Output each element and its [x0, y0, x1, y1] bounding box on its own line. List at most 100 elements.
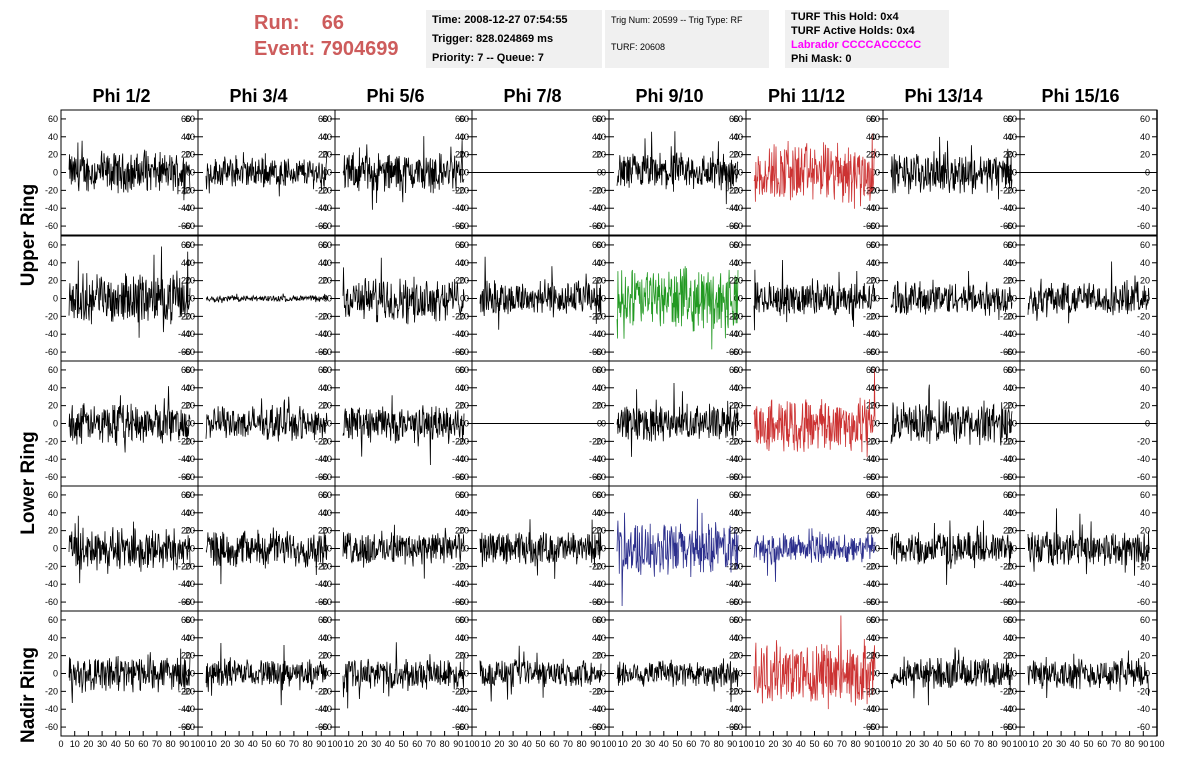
panel-r3-c4-ylabel-left: -40 — [593, 579, 606, 589]
panel-r1-c4-ylabel-left: 20 — [596, 276, 606, 286]
xtick-label-c0: 10 — [70, 739, 80, 749]
panel-r4-c7-ylabel-left: -60 — [1004, 722, 1017, 732]
panel-r0-c2-ylabel-left: 20 — [322, 150, 332, 160]
panel-r3-c5-ylabel-left: 0 — [738, 544, 743, 554]
panel-r0-c6-ylabel-right: -40 — [1000, 203, 1013, 213]
xtick-label-c6: 40 — [933, 739, 943, 749]
phi-header-2: Phi 3/4 — [229, 86, 288, 106]
panel-r4-c0-ylabel-left: -20 — [45, 686, 58, 696]
panel-r4-c3-ylabel-left: 60 — [459, 615, 469, 625]
panel-r2-c2-ylabel-left: -40 — [319, 454, 332, 464]
panel-r1-c2-ylabel-left: -20 — [319, 311, 332, 321]
panel-r4-c2-ylabel-left: 40 — [322, 633, 332, 643]
panel-r2-c6-ylabel-right: 40 — [1003, 383, 1013, 393]
panel-r1-c5-ylabel-left: 0 — [738, 294, 743, 304]
panel-r0-c4-ylabel-right: 60 — [729, 114, 739, 124]
panel-r2-c5-ylabel-left: -40 — [730, 454, 743, 464]
panel-r0-c6-ylabel-left: 40 — [870, 132, 880, 142]
panel-r1-c3-trace — [479, 256, 602, 330]
xtick-label-c3: 100 — [601, 739, 616, 749]
panel-r1-c6-ylabel-left: 60 — [870, 240, 880, 250]
panel-r1-c4-ylabel-left: -40 — [593, 329, 606, 339]
xtick-label-c7: 90 — [1138, 739, 1148, 749]
panel-r3-c1-ylabel-left: -40 — [182, 579, 195, 589]
panel-r4-c4-ylabel-right: 60 — [729, 615, 739, 625]
panel-r0-c1-ylabel-left: -60 — [182, 221, 195, 231]
xtick-label-c4: 10 — [618, 739, 628, 749]
panel-r2-c2-ylabel-left: 40 — [322, 383, 332, 393]
panel-r1-c7-ylabel-right: 20 — [1140, 276, 1150, 286]
panel-r4-c2-ylabel-right: 40 — [455, 633, 465, 643]
panel-r0-c1-ylabel-left: 20 — [185, 150, 195, 160]
panel-r3-c4-ylabel-right: -20 — [726, 561, 739, 571]
panel-r4-c4-ylabel-left: 20 — [596, 651, 606, 661]
panel-r1-c4-ylabel-right: 20 — [729, 276, 739, 286]
panel-r3-c3-ylabel-right: 60 — [592, 490, 602, 500]
panel-r1-c5-ylabel-right: 40 — [866, 258, 876, 268]
panel-r2-c2-ylabel-right: 20 — [455, 401, 465, 411]
panel-r4-c3-ylabel-left: -20 — [456, 686, 469, 696]
panel-r4-c0-ylabel-left: 60 — [48, 615, 58, 625]
xtick-label-c1: 60 — [275, 739, 285, 749]
trigger-text: Trigger: 828.024869 ms — [432, 33, 554, 45]
panel-r0-c3-ylabel-left: 0 — [464, 168, 469, 178]
panel-r1-c3-ylabel-left: 60 — [459, 240, 469, 250]
panel-r1-c7-ylabel-left: -60 — [1004, 347, 1017, 357]
panel-r4-c1-ylabel-right: -20 — [315, 686, 328, 696]
panel-r2-c1-ylabel-left: -60 — [182, 472, 195, 482]
panel-r0-c2-ylabel-right: -20 — [452, 185, 465, 195]
xtick-label-c1: 90 — [316, 739, 326, 749]
panel-r2-c1-ylabel-left: -40 — [182, 454, 195, 464]
event-line: Event: 7904699 — [254, 36, 399, 62]
panel-r0-c1-ylabel-left: -40 — [182, 203, 195, 213]
panel-r2-c5-ylabel-right: -60 — [863, 472, 876, 482]
panel-r4-c6-ylabel-right: -60 — [1000, 722, 1013, 732]
panel-r2-c6-ylabel-left: 20 — [870, 401, 880, 411]
panel-r1-c3-ylabel-left: 20 — [459, 276, 469, 286]
panel-r0-c4-ylabel-left: -40 — [593, 203, 606, 213]
panel-r1-c1-ylabel-right: -40 — [315, 329, 328, 339]
panel-r4-c1-ylabel-left: 20 — [185, 651, 195, 661]
panel-r0-c4-ylabel-right: 20 — [729, 150, 739, 160]
panel-r2-c1-trace — [205, 396, 328, 442]
panel-r0-c3-ylabel-left: 20 — [459, 150, 469, 160]
panel-r4-c4-ylabel-right: -20 — [726, 686, 739, 696]
xtick-label-c1: 100 — [327, 739, 342, 749]
panel-r3-c1-ylabel-right: -20 — [315, 561, 328, 571]
xtick-label-c1: 50 — [261, 739, 271, 749]
time-text: Time: 2008-12-27 07:54:55 — [432, 14, 568, 26]
panel-r0-c6-ylabel-right: 40 — [1003, 132, 1013, 142]
panel-r1-c0-ylabel-right: 0 — [186, 294, 191, 304]
event-value: 7904699 — [320, 38, 399, 60]
panel-r3-c7-ylabel-right: 40 — [1140, 508, 1150, 518]
panel-r1-c0-ylabel-right: 20 — [181, 276, 191, 286]
xtick-label-c2: 10 — [344, 739, 354, 749]
panel-r1-c6-ylabel-right: -40 — [1000, 329, 1013, 339]
xtick-label-c1: 70 — [289, 739, 299, 749]
panel-r1-c7-ylabel-right: 40 — [1140, 258, 1150, 268]
panel-r3-c4-ylabel-right: 20 — [729, 526, 739, 536]
xtick-label-c3: 20 — [494, 739, 504, 749]
panel-r4-c6-ylabel-right: 20 — [1003, 651, 1013, 661]
panel-r0-c0-ylabel-right: -40 — [178, 203, 191, 213]
panel-r0-c4-ylabel-right: -60 — [726, 221, 739, 231]
panel-r2-c7-ylabel-left: -40 — [1004, 454, 1017, 464]
xtick-label-c6: 80 — [988, 739, 998, 749]
panel-r2-c1-ylabel-right: -20 — [315, 436, 328, 446]
panel-r2-c5-ylabel-left: 0 — [738, 419, 743, 429]
panel-r3-c2-ylabel-left: 0 — [327, 544, 332, 554]
xtick-label-c2: 100 — [464, 739, 479, 749]
panel-r0-c4-ylabel-right: 0 — [734, 168, 739, 178]
panel-r1-c7-trace — [1027, 261, 1150, 324]
panel-r4-c7-ylabel-right: 0 — [1145, 669, 1150, 679]
panel-r1-c2-ylabel-right: -40 — [452, 329, 465, 339]
panel-r0-c6-ylabel-left: -60 — [867, 221, 880, 231]
panel-r0-c6-ylabel-right: -20 — [1000, 185, 1013, 195]
panel-r2-c1-ylabel-right: -60 — [315, 472, 328, 482]
panel-r3-c1-ylabel-right: -60 — [315, 597, 328, 607]
panel-r1-c7-ylabel-right: -20 — [1137, 311, 1150, 321]
panel-r3-c1-ylabel-right: -40 — [315, 579, 328, 589]
panel-r2-c4-ylabel-right: -40 — [726, 454, 739, 464]
panel-r1-c4-ylabel-right: 60 — [729, 240, 739, 250]
